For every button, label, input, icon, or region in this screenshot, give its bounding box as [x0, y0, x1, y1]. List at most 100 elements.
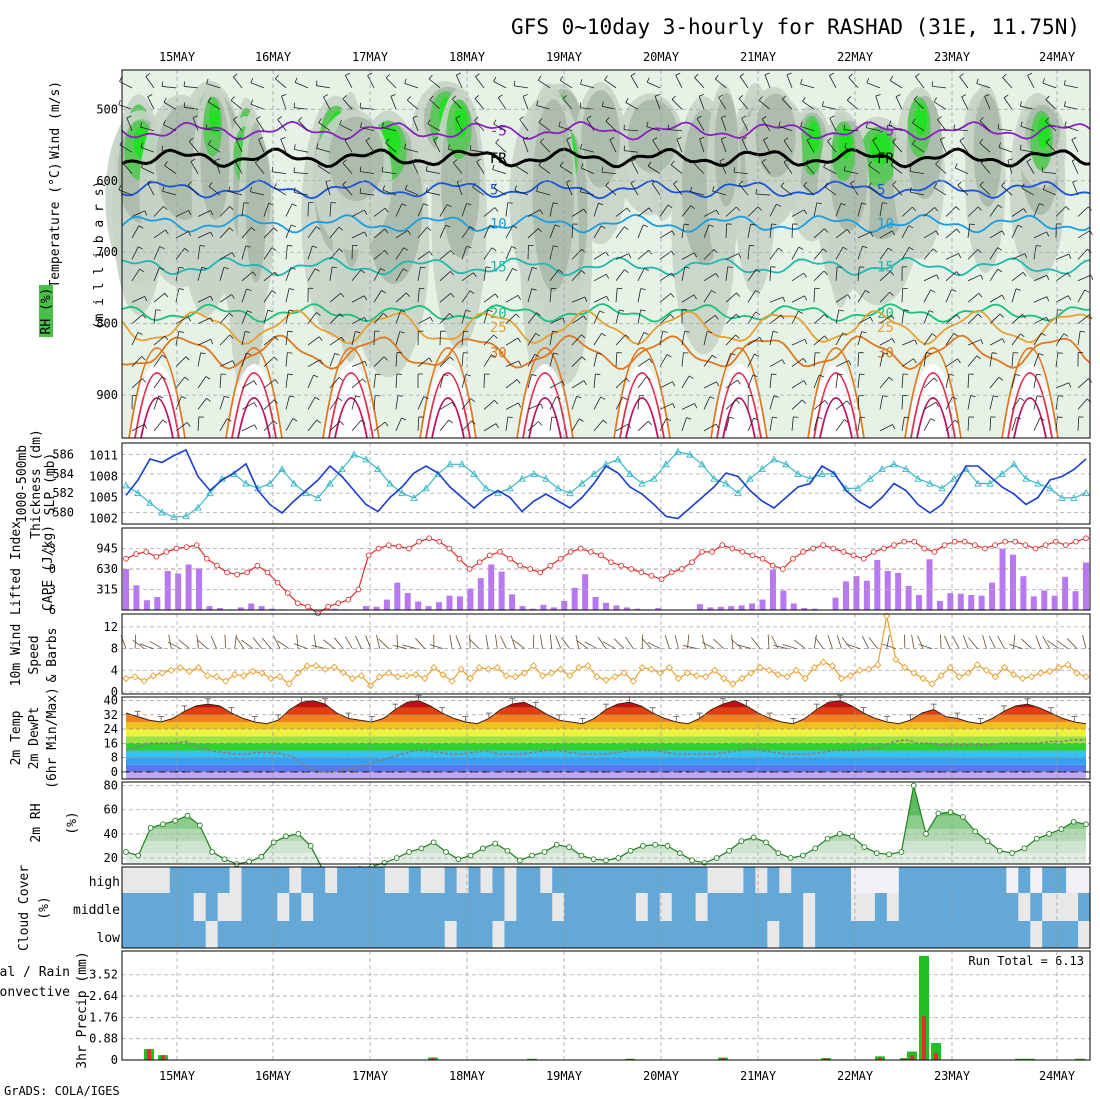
wind-barb [439, 419, 450, 432]
rh-point [541, 849, 548, 855]
temp-band [126, 707, 1086, 715]
wind-barb [197, 352, 202, 367]
wind-barb-flag [277, 116, 282, 120]
cape-bar [968, 595, 975, 610]
wind-barb-flag [933, 183, 938, 188]
wind-barb-flag [755, 311, 761, 316]
wind-barb [285, 374, 289, 389]
rh-point [455, 856, 462, 863]
temp-contour-label: 25 [877, 320, 894, 336]
cloud-cell [540, 867, 553, 893]
wind-barb-flag [355, 331, 361, 334]
rh-plume-95 [1037, 116, 1050, 149]
wind-speed-point [729, 680, 737, 688]
wind-barb [979, 142, 991, 153]
wind-barb-flag [979, 181, 984, 186]
wind-barb-flag [997, 247, 1003, 251]
wind-speed-point [738, 674, 746, 683]
wind-barb [1064, 125, 1079, 132]
cloud-cell [552, 893, 565, 921]
cape-bar [978, 595, 985, 610]
wind-barb-flag [583, 380, 587, 386]
wind-barb-flag [226, 418, 232, 422]
cloud-level-middle: middle [73, 903, 120, 918]
cloud-cell [265, 893, 278, 921]
wind-barb [651, 183, 661, 196]
wind-barb [593, 295, 607, 303]
wind-barb [571, 380, 585, 389]
wind-barb-flag [1071, 158, 1077, 162]
rh-tick-label: 40 [104, 827, 118, 841]
wind-barb [593, 396, 601, 410]
cloud-cell [241, 893, 255, 921]
li-point [577, 545, 584, 552]
wind-barb-flag [523, 136, 529, 140]
wind-barb [208, 144, 221, 153]
wind-barb-flag [829, 115, 835, 119]
cloud-cell [635, 921, 649, 948]
cloud-cell [671, 867, 685, 893]
wind-barb-flag [847, 294, 851, 299]
cloud-cell [827, 893, 840, 921]
wind-barb [439, 374, 444, 389]
wind-barb-flag [823, 270, 828, 275]
wind-barb-flag [159, 246, 165, 249]
wind-barb-flag [313, 374, 319, 378]
wind-barb-flag [829, 72, 835, 76]
temp-contour [121, 147, 1091, 169]
wind-barb-flag [786, 72, 792, 76]
wind-barb [439, 313, 450, 324]
wind-speed-point [511, 673, 520, 681]
cape-bar [957, 593, 964, 610]
thickness-tick-label: 580 [52, 505, 74, 519]
cloud-cell [361, 893, 374, 921]
cloud-cell [169, 867, 183, 893]
wind-barb-flag [838, 309, 844, 312]
wind-barb-flag [956, 228, 961, 233]
li-point [769, 562, 776, 569]
pressure-tick-label: 800 [96, 317, 118, 331]
wind-barb-flag [397, 395, 403, 397]
cloud-cell [982, 893, 995, 921]
wind-barb-flag [207, 140, 212, 145]
wind-barb [307, 226, 317, 239]
wind-barb [483, 207, 496, 217]
wind-barb [439, 224, 447, 239]
cloud-cell [193, 921, 207, 948]
cloud-cell [1042, 893, 1055, 921]
wind-barb [373, 228, 386, 239]
wind-speed-point [529, 662, 538, 670]
wind-barb-flag [206, 78, 209, 84]
wind-barb-flag [250, 99, 254, 105]
wind-barb-flag [646, 77, 650, 83]
wind-barb [945, 228, 957, 239]
wind-barb [609, 139, 617, 153]
wind-barb-flag [139, 268, 145, 273]
10m-wind-barb [252, 637, 263, 649]
wind-barb [455, 118, 463, 131]
wind-barb-flag [317, 161, 322, 167]
wind-barb-flag [712, 354, 717, 359]
wind-speed-point [828, 662, 837, 670]
wind-barb-flag [761, 158, 767, 163]
wind-barb [959, 140, 969, 153]
wind-barb [739, 76, 749, 89]
wind-barb [989, 230, 1003, 239]
wind-speed-point [466, 674, 474, 683]
wind-barb-flag [954, 419, 960, 424]
10m-wind-barb [997, 636, 1005, 649]
wind-barb-flag [339, 313, 344, 318]
wind-barb-flag [274, 336, 279, 341]
cloud-cell [588, 867, 601, 893]
cloud-cell [384, 921, 398, 948]
cloud-cell [839, 867, 852, 893]
wind-barb-flag [381, 290, 386, 294]
wind-barb [433, 139, 441, 153]
pressure-tick-label: 900 [96, 388, 118, 402]
wind-barb [800, 83, 815, 89]
wind-barb-flag [930, 418, 936, 422]
wind-barb [1033, 316, 1047, 325]
wind-barb-flag [604, 75, 608, 81]
wind-barb [879, 395, 884, 410]
